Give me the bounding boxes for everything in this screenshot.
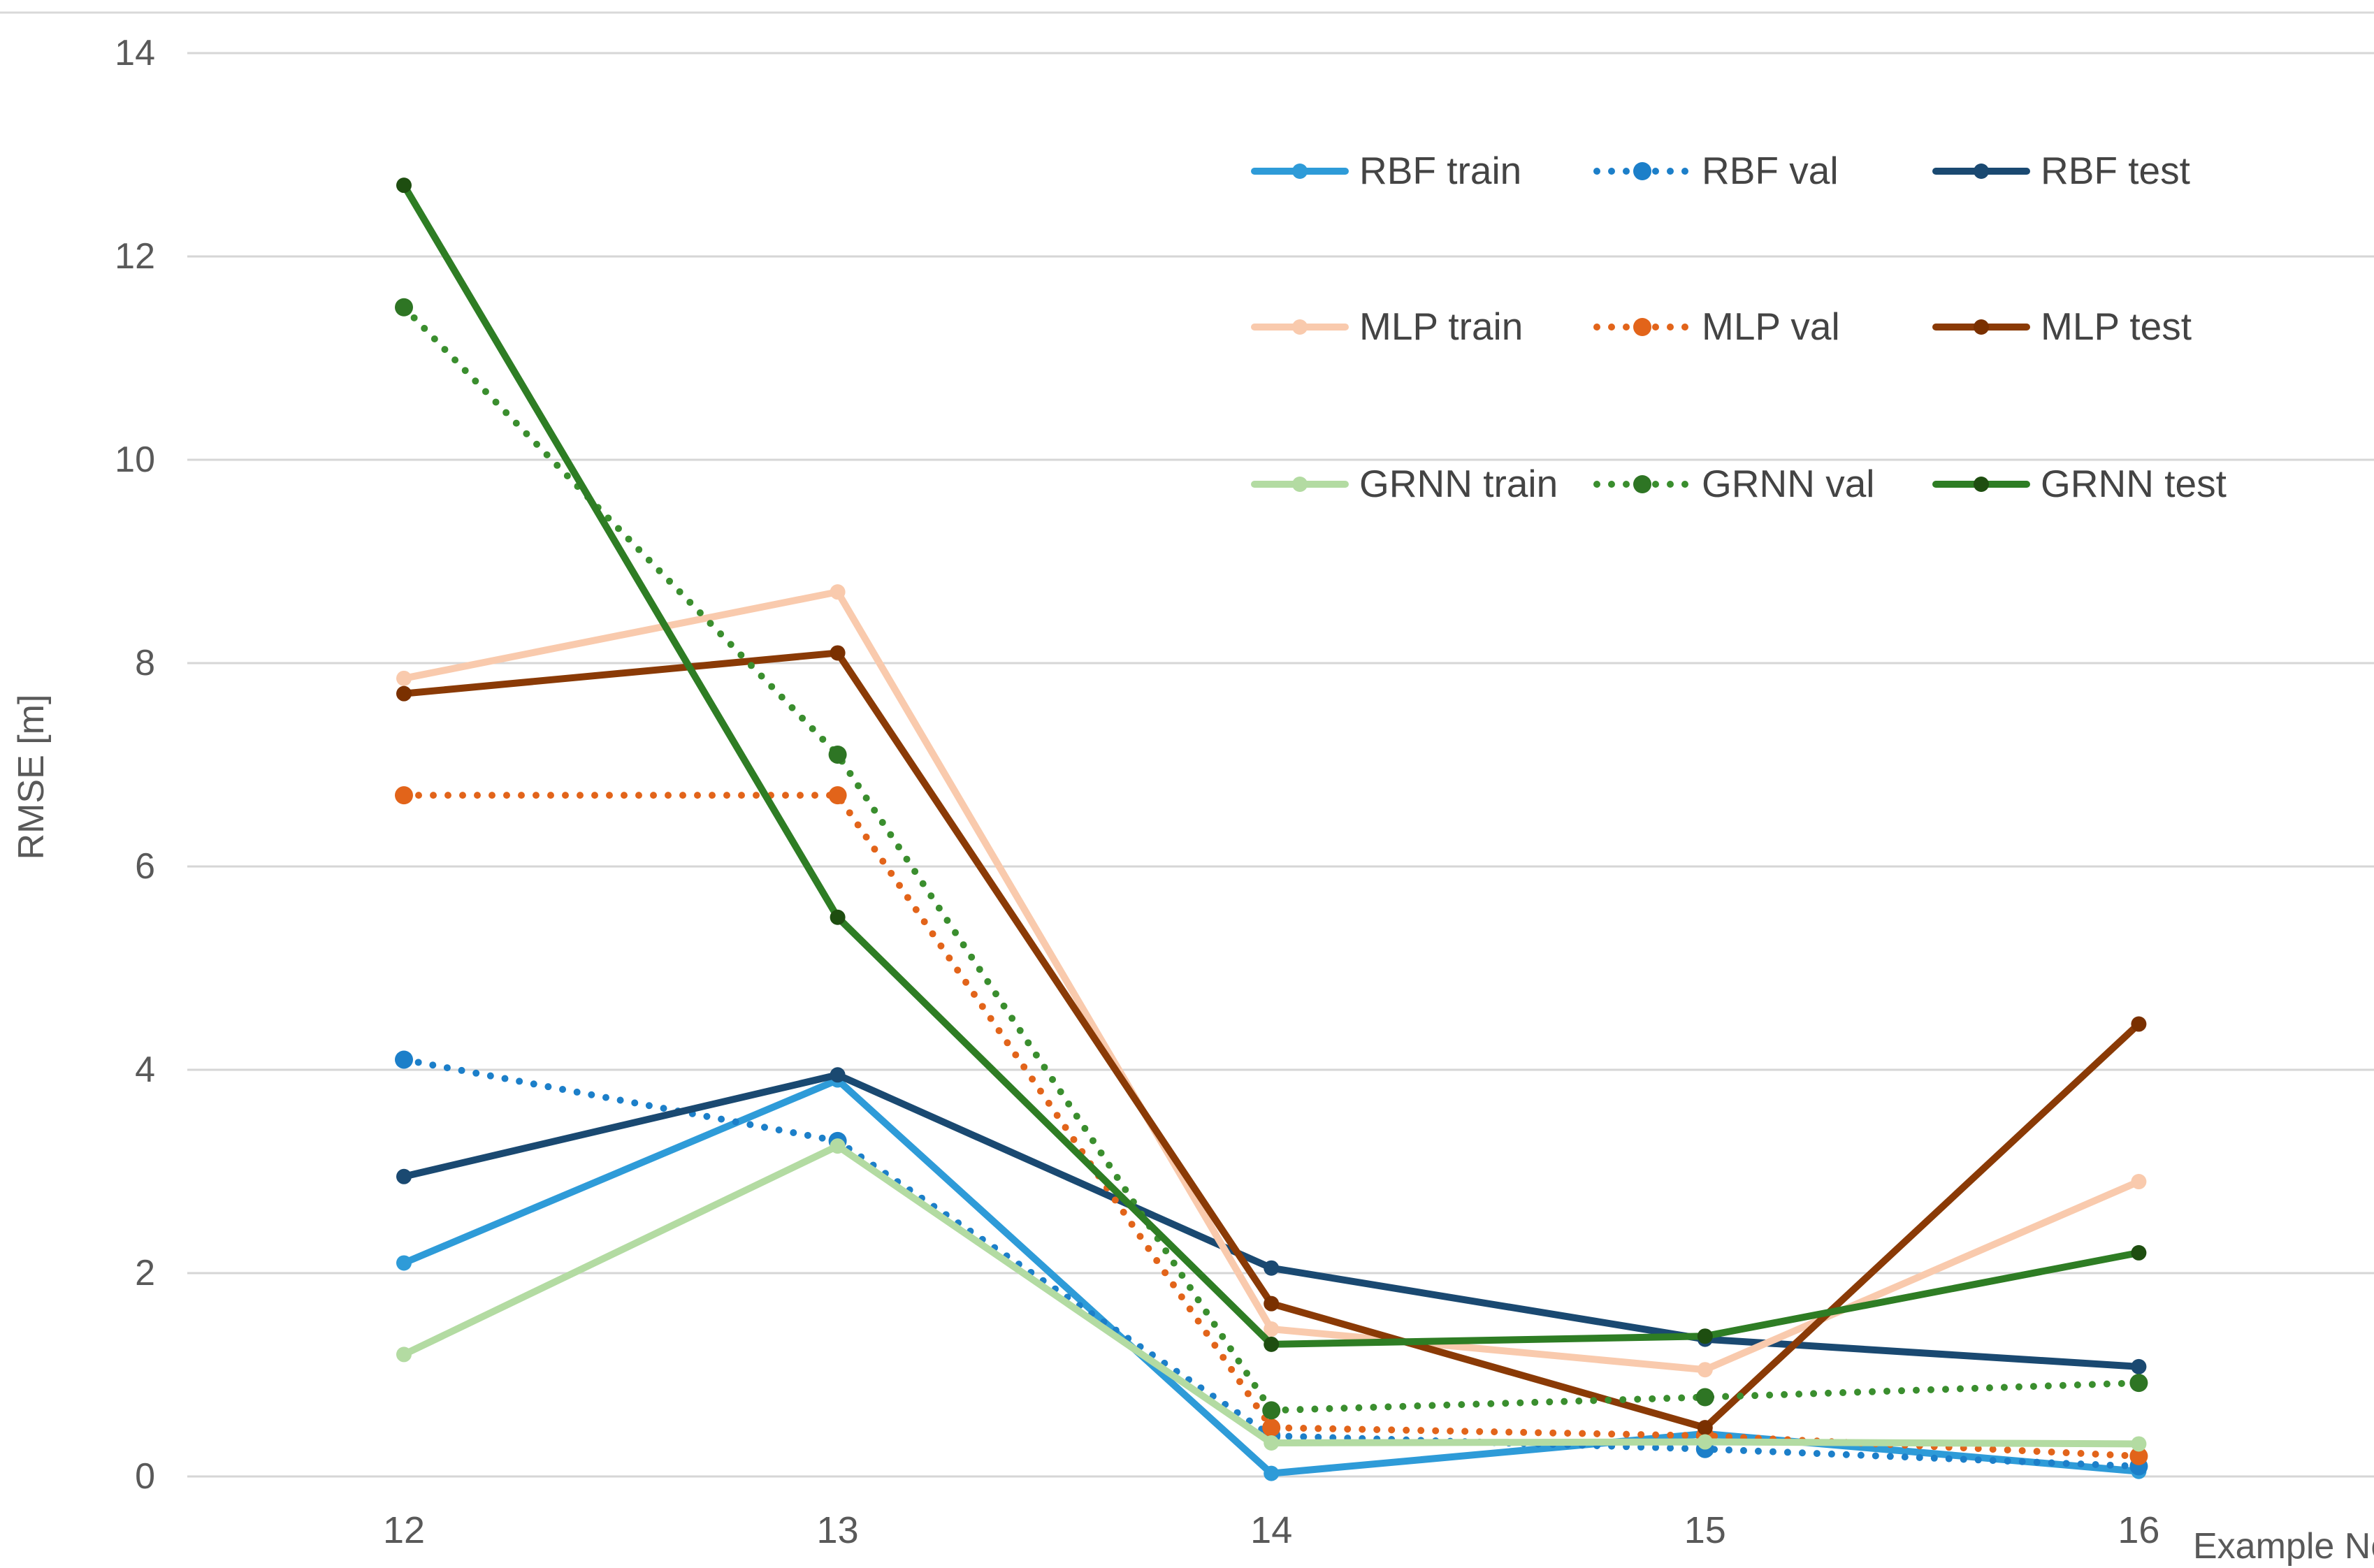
data-point-mlp-test-x13	[830, 645, 846, 661]
y-tick-label-2: 2	[135, 1253, 155, 1293]
y-tick-label-0: 0	[135, 1456, 155, 1497]
data-point-mlp-val-x12	[395, 786, 413, 805]
data-point-mlp-train-x14	[1264, 1321, 1280, 1337]
y-tick-label-12: 12	[115, 236, 155, 277]
legend-label-rbf-val: RBF val	[1702, 149, 1839, 192]
legend-marker-grnn-val	[1633, 475, 1651, 493]
data-point-mlp-test-x14	[1264, 1295, 1280, 1312]
data-point-grnn-train-x14	[1264, 1435, 1280, 1451]
data-point-grnn-val-x16	[2129, 1374, 2148, 1393]
legend-item-rbf-val: RBF val	[1593, 149, 1839, 192]
legend-label-grnn-val: GRNN val	[1702, 462, 1875, 505]
data-point-grnn-test-x12	[396, 177, 412, 194]
data-point-rbf-test-x12	[396, 1168, 412, 1184]
legend-marker-grnn-test	[1974, 477, 1989, 492]
legend-marker-grnn-train	[1292, 477, 1308, 492]
data-point-rbf-test-x14	[1264, 1260, 1280, 1276]
data-point-grnn-test-x14	[1264, 1336, 1280, 1352]
x-tick-label-16: 16	[2118, 1509, 2159, 1551]
data-point-grnn-test-x16	[2131, 1244, 2147, 1261]
y-tick-label-10: 10	[115, 440, 155, 480]
legend-label-grnn-test: GRNN test	[2041, 462, 2227, 505]
x-tick-label-13: 13	[817, 1509, 859, 1551]
legend-item-mlp-train: MLP train	[1251, 305, 1523, 348]
x-tick-label-14: 14	[1250, 1509, 1292, 1551]
data-point-grnn-train-x15	[1697, 1434, 1713, 1450]
data-point-rbf-train-x14	[1264, 1465, 1280, 1481]
legend-item-grnn-train: GRNN train	[1251, 462, 1558, 505]
legend-item-mlp-test: MLP test	[1932, 305, 2192, 348]
legend-marker-rbf-train	[1292, 164, 1308, 179]
data-point-grnn-train-x16	[2131, 1436, 2147, 1452]
data-point-mlp-train-x13	[830, 584, 846, 600]
legend-marker-rbf-test	[1974, 164, 1989, 179]
x-tick-label-15: 15	[1684, 1509, 1726, 1551]
data-point-mlp-test-x12	[396, 685, 412, 702]
legend-item-mlp-val: MLP val	[1593, 305, 1840, 348]
data-point-mlp-val-x13	[828, 786, 847, 805]
legend-label-mlp-val: MLP val	[1702, 305, 1840, 348]
data-point-grnn-test-x15	[1697, 1328, 1713, 1344]
legend-label-mlp-train: MLP train	[1359, 305, 1523, 348]
legend-label-rbf-train: RBF train	[1359, 149, 1521, 192]
legend-item-grnn-test: GRNN test	[1932, 462, 2227, 505]
data-point-grnn-train-x13	[830, 1138, 846, 1154]
y-tick-label-14: 14	[115, 33, 155, 73]
data-point-mlp-train-x12	[396, 670, 412, 686]
data-point-rbf-train-x12	[396, 1255, 412, 1271]
data-point-rbf-test-x13	[830, 1067, 846, 1083]
data-point-mlp-train-x15	[1697, 1362, 1713, 1378]
y-tick-label-4: 4	[135, 1050, 155, 1090]
data-point-grnn-val-x13	[828, 745, 847, 764]
legend-label-rbf-test: RBF test	[2041, 149, 2190, 192]
legend-marker-mlp-test	[1974, 319, 1989, 335]
y-axis-title: RMSE [m]	[11, 695, 52, 860]
data-point-grnn-val-x12	[395, 298, 413, 317]
legend-marker-mlp-val	[1633, 318, 1651, 336]
y-tick-label-8: 8	[135, 643, 155, 683]
legend-marker-mlp-train	[1292, 319, 1308, 335]
data-point-mlp-train-x16	[2131, 1174, 2147, 1190]
data-point-mlp-test-x16	[2131, 1016, 2147, 1032]
legend-label-grnn-train: GRNN train	[1359, 462, 1558, 505]
data-point-rbf-test-x16	[2131, 1358, 2147, 1374]
data-point-rbf-val-x12	[395, 1050, 413, 1069]
legend-item-rbf-test: RBF test	[1932, 149, 2190, 192]
data-point-grnn-val-x14	[1262, 1401, 1281, 1420]
data-point-mlp-test-x15	[1697, 1420, 1713, 1436]
data-point-mlp-val-x16	[2129, 1446, 2148, 1465]
legend-label-mlp-test: MLP test	[2041, 305, 2192, 348]
legend-item-rbf-train: RBF train	[1251, 149, 1521, 192]
x-tick-label-12: 12	[383, 1509, 425, 1551]
data-point-grnn-test-x13	[830, 909, 846, 925]
data-point-grnn-val-x15	[1695, 1388, 1714, 1407]
data-point-grnn-train-x12	[396, 1346, 412, 1363]
y-tick-label-6: 6	[135, 846, 155, 887]
x-axis-title: Example No	[2193, 1526, 2374, 1567]
data-point-mlp-val-x14	[1262, 1418, 1281, 1437]
legend-marker-rbf-val	[1633, 162, 1651, 180]
legend-item-grnn-val: GRNN val	[1593, 462, 1875, 505]
